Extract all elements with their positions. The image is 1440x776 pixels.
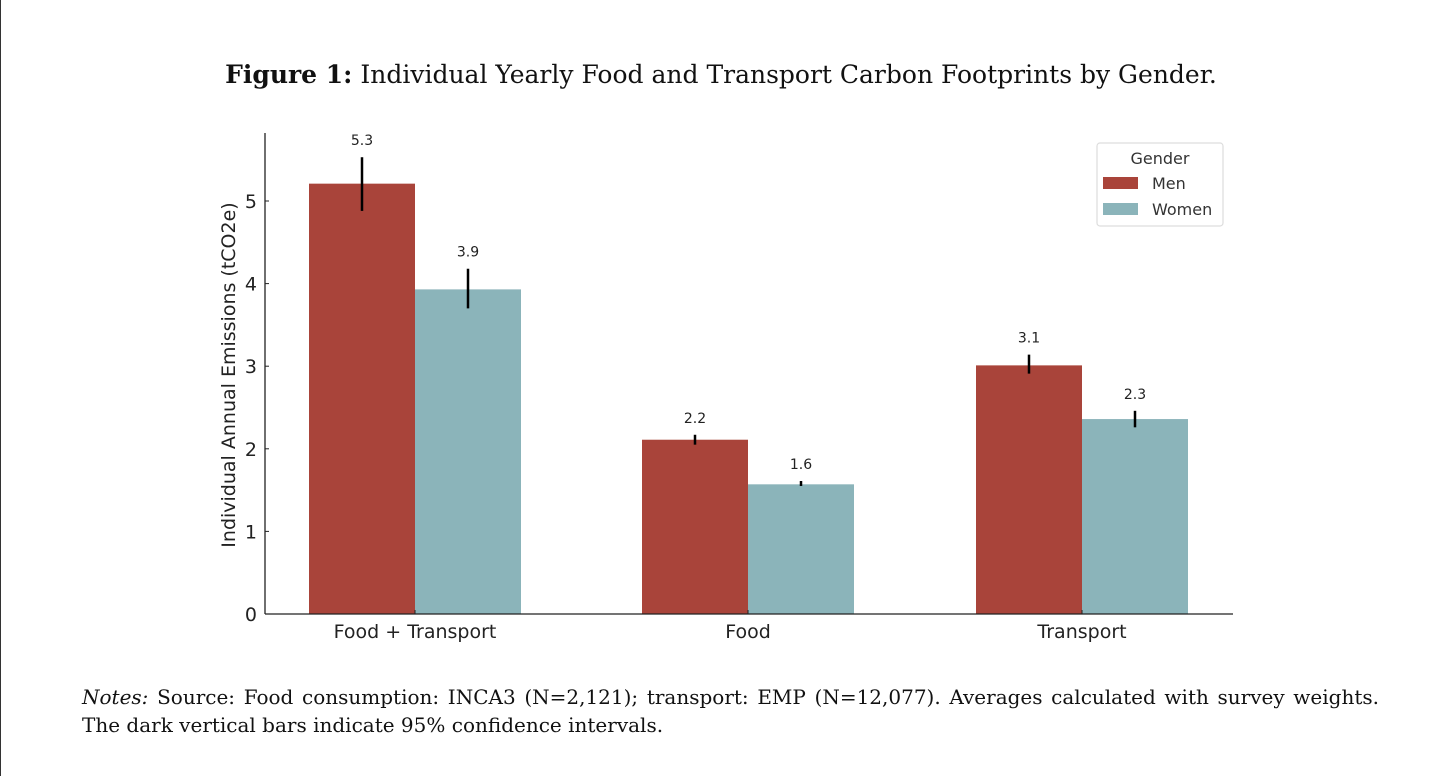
legend-label-men: Men xyxy=(1152,174,1186,193)
data-label: 3.9 xyxy=(457,245,479,261)
bar-women xyxy=(748,484,854,614)
y-tick-label: 5 xyxy=(245,191,257,213)
figure-title: Figure 1: Individual Yearly Food and Tra… xyxy=(1,60,1440,89)
legend-title: Gender xyxy=(1131,149,1190,168)
y-tick-label: 3 xyxy=(245,356,257,378)
legend-swatch-women xyxy=(1103,203,1138,215)
notes-text: Source: Food consumption: INCA3 (N=2,121… xyxy=(82,685,1380,737)
data-label: 5.3 xyxy=(351,133,373,149)
data-label: 2.3 xyxy=(1124,387,1146,403)
x-tick-label: Food xyxy=(725,621,771,643)
y-tick-label: 0 xyxy=(245,604,257,626)
x-tick-label: Transport xyxy=(1036,621,1126,643)
data-label: 2.2 xyxy=(684,411,706,427)
y-tick-label: 2 xyxy=(245,439,257,461)
notes-label: Notes: xyxy=(82,685,149,709)
data-label: 3.1 xyxy=(1018,331,1040,347)
figure-label: Figure 1: xyxy=(225,60,353,89)
bar-men xyxy=(976,365,1082,614)
x-tick-label: Food + Transport xyxy=(334,621,497,643)
y-tick-label: 4 xyxy=(245,274,257,296)
bar-men xyxy=(642,439,748,614)
figure-notes: Notes: Source: Food consumption: INCA3 (… xyxy=(82,683,1379,739)
figure-caption: Individual Yearly Food and Transport Car… xyxy=(360,60,1217,89)
data-label: 1.6 xyxy=(790,457,812,473)
bar-women xyxy=(415,289,521,614)
legend-label-women: Women xyxy=(1152,200,1212,219)
y-axis-label: Individual Annual Emissions (tCO2e) xyxy=(218,202,240,547)
legend-swatch-men xyxy=(1103,177,1138,189)
bar-men xyxy=(309,183,415,615)
bar-women xyxy=(1082,419,1188,614)
y-tick-label: 1 xyxy=(245,521,257,543)
